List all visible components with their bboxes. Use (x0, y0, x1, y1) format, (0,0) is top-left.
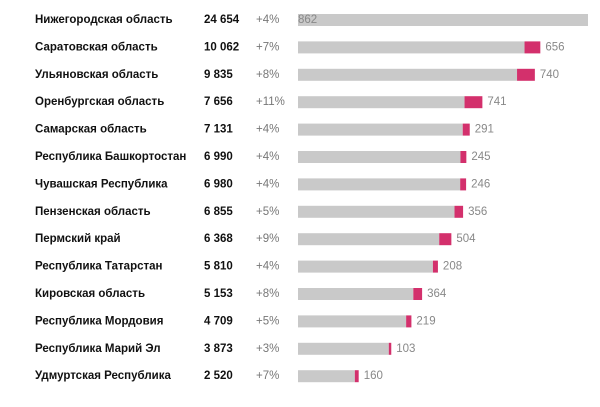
region-name: Республика Марий Эл (35, 343, 161, 355)
change-label: +4% (256, 261, 279, 273)
increase-bar (439, 233, 452, 246)
increase-label: 219 (416, 315, 435, 327)
total-value: 4 709 (204, 315, 233, 327)
increase-bar (454, 205, 464, 218)
change-label: +5% (256, 315, 279, 327)
region-name: Пермский край (35, 233, 121, 245)
increase-label: 364 (427, 288, 447, 300)
increase-label: 160 (364, 370, 383, 382)
total-value: 9 835 (204, 69, 233, 81)
total-value: 2 520 (204, 370, 233, 382)
region-name: Оренбургская область (35, 96, 164, 108)
total-value: 7 131 (204, 124, 233, 136)
change-label: +8% (256, 69, 279, 81)
increase-label: 245 (471, 151, 490, 163)
base-bar (298, 178, 461, 191)
bars (298, 14, 588, 383)
increase-label: 103 (396, 343, 415, 355)
region-name: Саратовская область (35, 41, 158, 53)
total-value: 24 654 (204, 14, 240, 26)
total-value: 7 656 (204, 96, 233, 108)
increase-bar (413, 288, 423, 300)
region-name: Республика Башкортостан (35, 151, 186, 163)
base-bar (298, 315, 407, 328)
increase-label: 246 (471, 178, 490, 190)
change-label: +4% (256, 178, 279, 190)
change-label: +4% (256, 14, 279, 26)
increase-bar (354, 370, 359, 383)
increase-bar (388, 342, 392, 355)
increase-bar (524, 41, 541, 54)
base-bar (298, 14, 588, 26)
increase-label: 291 (475, 124, 494, 136)
increase-bar (432, 260, 438, 273)
base-bar (298, 233, 440, 246)
increase-label: 741 (487, 96, 506, 108)
change-label: +4% (256, 124, 279, 136)
base-bar (298, 41, 525, 54)
total-value: 3 873 (204, 343, 233, 355)
base-bar (298, 96, 465, 109)
base-bar (298, 123, 463, 136)
increase-bar (462, 123, 470, 136)
region-name: Республика Мордовия (35, 315, 163, 327)
total-value: 6 990 (204, 151, 233, 163)
change-label: +9% (256, 233, 279, 245)
increase-label: 504 (456, 233, 476, 245)
increase-bar (460, 151, 467, 163)
total-value: 6 980 (204, 178, 233, 190)
change-label: +7% (256, 41, 279, 53)
change-label: +5% (256, 206, 279, 218)
base-bar (298, 342, 389, 355)
total-value: 6 368 (204, 233, 233, 245)
increase-label: 208 (443, 261, 462, 273)
region-name: Республика Татарстан (35, 261, 163, 273)
base-bar (298, 151, 461, 163)
total-value: 10 062 (204, 41, 239, 53)
increase-bar (464, 96, 483, 109)
change-label: +7% (256, 370, 279, 382)
change-label: +4% (256, 151, 279, 163)
increase-label: 862 (298, 14, 317, 26)
region-name: Самарская область (35, 124, 147, 136)
increase-bar (406, 315, 412, 328)
base-bar (298, 68, 518, 81)
total-value: 5 810 (204, 261, 233, 273)
increase-bar (460, 178, 467, 191)
change-label: +3% (256, 343, 279, 355)
change-label: +8% (256, 288, 279, 300)
increase-label: 740 (540, 69, 559, 81)
base-bar (298, 260, 433, 273)
increase-label: 356 (468, 206, 487, 218)
base-bar (298, 288, 414, 300)
base-bar (298, 370, 355, 383)
region-name: Кировская область (35, 288, 145, 300)
region-name: Чувашская Республика (35, 178, 168, 190)
region-name: Ульяновская область (35, 69, 158, 81)
change-label: +11% (256, 96, 285, 108)
base-bar (298, 205, 455, 218)
region-name: Пензенская область (35, 206, 151, 218)
region-name: Удмуртская Республика (35, 370, 171, 382)
region-name: Нижегородская область (35, 14, 173, 26)
increase-label: 656 (545, 41, 564, 53)
increase-bar (517, 68, 535, 81)
total-value: 6 855 (204, 206, 233, 218)
total-value: 5 153 (204, 288, 233, 300)
